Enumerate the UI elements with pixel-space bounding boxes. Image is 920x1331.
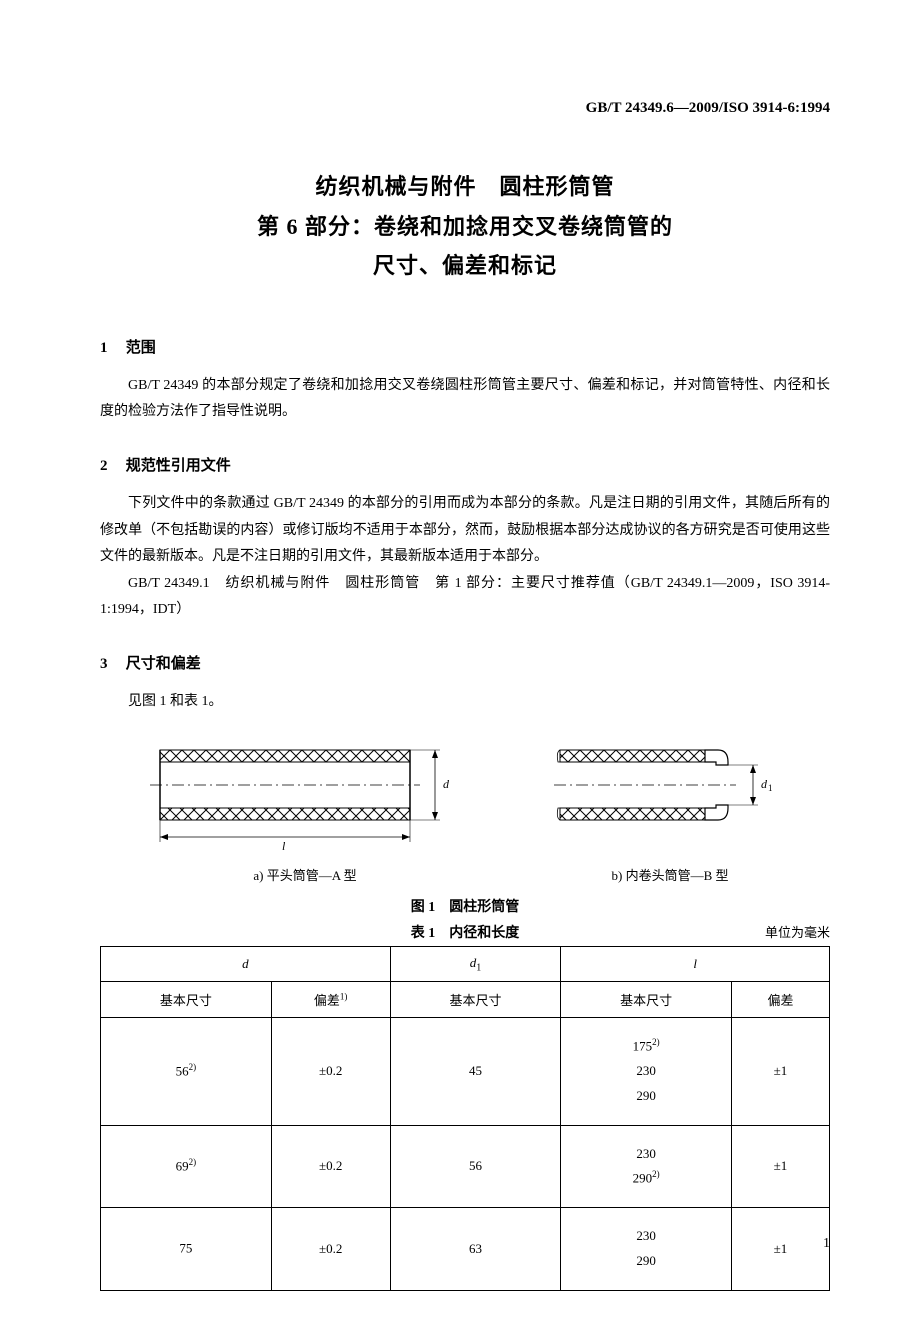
- page-number: 1: [823, 1236, 830, 1252]
- document-title: 纺织机械与附件 圆柱形筒管 第 6 部分：卷绕和加捻用交叉卷绕筒管的 尺寸、偏差…: [100, 167, 830, 286]
- figure-1-row: d l a) 平头筒管—A 型: [100, 732, 830, 884]
- figure-a-caption: a) 平头筒管—A 型: [140, 865, 470, 884]
- figure-b-caption: b) 内卷头筒管—B 型: [550, 865, 790, 884]
- figure-b-svg: d 1: [550, 732, 790, 852]
- th-d-basic: 基本尺寸: [101, 982, 272, 1018]
- section-2-title: 规范性引用文件: [126, 458, 231, 474]
- cell-d-basic: 692): [101, 1125, 272, 1208]
- cell-l-basic: 1752)230290: [561, 1018, 732, 1125]
- section-2-num: 2: [100, 458, 122, 475]
- cell-d-tol: ±0.2: [271, 1125, 390, 1208]
- section-2-heading: 2 规范性引用文件: [100, 454, 830, 475]
- section-3-num: 3: [100, 656, 122, 673]
- figure-b-column: d 1 b) 内卷头筒管—B 型: [550, 732, 790, 884]
- cell-l-basic: 2302902): [561, 1125, 732, 1208]
- standard-code: GB/T 24349.6—2009/ISO 3914-6:1994: [100, 100, 830, 117]
- title-line-3: 尺寸、偏差和标记: [100, 246, 830, 286]
- section-1-title: 范围: [126, 340, 156, 356]
- cell-l-tol: ±1: [732, 1018, 830, 1125]
- cell-d-basic: 562): [101, 1018, 272, 1125]
- svg-text:l: l: [282, 839, 286, 852]
- th-l-tol: 偏差: [732, 982, 830, 1018]
- section-1-para: GB/T 24349 的本部分规定了卷绕和加捻用交叉卷绕圆柱形筒管主要尺寸、偏差…: [100, 373, 830, 426]
- cell-d1-basic: 63: [390, 1208, 561, 1290]
- cell-d-tol: ±0.2: [271, 1018, 390, 1125]
- table-row: 562) ±0.2 45 1752)230290 ±1: [101, 1018, 830, 1125]
- table-row: 75 ±0.2 63 230290 ±1: [101, 1208, 830, 1290]
- cell-d-tol: ±0.2: [271, 1208, 390, 1290]
- section-1-heading: 1 范围: [100, 336, 830, 357]
- svg-text:d: d: [443, 777, 450, 791]
- table-row: 692) ±0.2 56 2302902) ±1: [101, 1125, 830, 1208]
- section-1-num: 1: [100, 340, 122, 357]
- th-l: l: [561, 946, 830, 982]
- section-3-title: 尺寸和偏差: [126, 656, 201, 672]
- figure-a-svg: d l: [140, 732, 470, 852]
- th-d1: d1: [390, 946, 561, 982]
- table-1-title: 表 1 内径和长度: [411, 922, 520, 942]
- table-1-title-row: 表 1 内径和长度 单位为毫米: [100, 922, 830, 942]
- section-3-heading: 3 尺寸和偏差: [100, 652, 830, 673]
- figure-a-column: d l a) 平头筒管—A 型: [140, 732, 470, 884]
- svg-text:d: d: [761, 777, 768, 791]
- cell-l-tol: ±1: [732, 1125, 830, 1208]
- title-line-1: 纺织机械与附件 圆柱形筒管: [100, 167, 830, 207]
- cell-d-basic: 75: [101, 1208, 272, 1290]
- table-1: d d1 l 基本尺寸 偏差1) 基本尺寸 基本尺寸 偏差 562) ±0.2 …: [100, 946, 830, 1291]
- th-l-basic: 基本尺寸: [561, 982, 732, 1018]
- cell-d1-basic: 56: [390, 1125, 561, 1208]
- svg-text:1: 1: [768, 783, 773, 793]
- cell-l-basic: 230290: [561, 1208, 732, 1290]
- cell-l-tol: ±1: [732, 1208, 830, 1290]
- th-d1-basic: 基本尺寸: [390, 982, 561, 1018]
- section-2-para-1: 下列文件中的条款通过 GB/T 24349 的本部分的引用而成为本部分的条款。凡…: [100, 491, 830, 571]
- th-d-tol: 偏差1): [271, 982, 390, 1018]
- figure-1-title: 图 1 圆柱形筒管: [100, 896, 830, 916]
- section-2-para-2: GB/T 24349.1 纺织机械与附件 圆柱形筒管 第 1 部分：主要尺寸推荐…: [100, 571, 830, 624]
- title-line-2: 第 6 部分：卷绕和加捻用交叉卷绕筒管的: [100, 207, 830, 247]
- table-1-unit: 单位为毫米: [765, 922, 830, 941]
- section-3-para: 见图 1 和表 1。: [100, 689, 830, 716]
- cell-d1-basic: 45: [390, 1018, 561, 1125]
- table-row: d d1 l: [101, 946, 830, 982]
- th-d: d: [101, 946, 391, 982]
- table-row: 基本尺寸 偏差1) 基本尺寸 基本尺寸 偏差: [101, 982, 830, 1018]
